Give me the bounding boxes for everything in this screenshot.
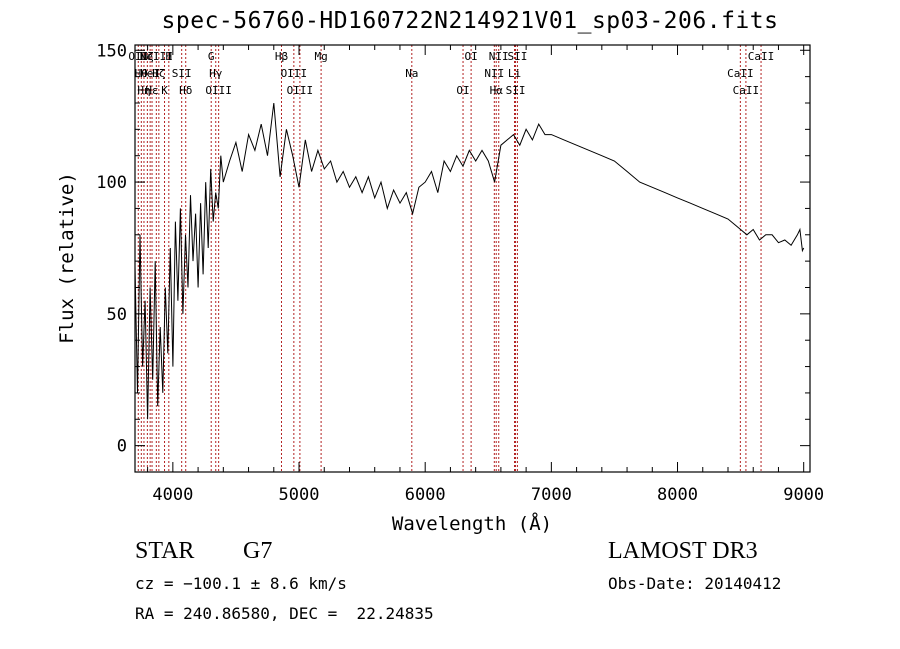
x-axis-label: Wavelength (Å) xyxy=(392,512,552,535)
x-tick-label: 4000 xyxy=(152,485,193,505)
spectral-line-label: Hγ xyxy=(209,67,223,80)
spectrum-series-line xyxy=(134,102,805,420)
x-tick-label: 5000 xyxy=(279,485,320,505)
x-tick-label: 6000 xyxy=(405,485,446,505)
line-labels-layer: OIIHθHηHζHeIHεNeIIIHζKHSIIHδGHγOIIIHβOII… xyxy=(128,50,774,97)
x-tick-label: 9000 xyxy=(783,485,824,505)
y-axis-label: Flux (relative) xyxy=(56,172,78,344)
spectral-line-label: Hη xyxy=(137,84,150,97)
spectral-line-label: CaII xyxy=(727,67,754,80)
spectral-line-label: OII xyxy=(128,50,148,63)
y-tick-label: 150 xyxy=(96,41,127,61)
spectral-line-label: OI xyxy=(464,50,477,63)
spectral-line-label: Hε xyxy=(145,84,158,97)
spectral-line-label: SII xyxy=(507,50,527,63)
spectral-line-label: Hα xyxy=(490,84,504,97)
spectral-line-label: OI xyxy=(456,84,469,97)
y-tick-label: 50 xyxy=(107,305,127,325)
emission-lines-layer xyxy=(137,45,762,472)
spectral-line-label: SII xyxy=(172,67,192,80)
spectral-line-label: Li xyxy=(508,67,521,80)
spectral-line-label: SII xyxy=(506,84,526,97)
x-ticks: 4000 5000 6000 7000 8000 9000 xyxy=(147,45,824,505)
spectral-line-label: NII xyxy=(489,50,509,63)
object-class: STAR xyxy=(135,538,195,564)
x-tick-label: 7000 xyxy=(531,485,572,505)
spectral-line-label: CaII xyxy=(733,84,760,97)
y-tick-label: 0 xyxy=(117,437,127,457)
spectral-line-label: CaII xyxy=(748,50,775,63)
y-ticks: 0 50 100 150 xyxy=(96,41,810,457)
observation-date: Obs-Date: 20140412 xyxy=(608,574,782,593)
spectral-line-label: H xyxy=(166,50,173,63)
spectral-line-label: G xyxy=(208,50,215,63)
spectral-line-label: OIII xyxy=(287,84,314,97)
spectral-line-label: NII xyxy=(484,67,504,80)
redshift-velocity: cz = −100.1 ± 8.6 km/s xyxy=(135,574,347,593)
spectral-line-label: HeI xyxy=(140,67,160,80)
spectral-line-label: Hβ xyxy=(275,50,289,63)
spectral-line-label: K xyxy=(161,84,168,97)
sky-coordinates: RA = 240.86580, DEC = 22.24835 xyxy=(135,604,434,623)
spectral-line-label: Hζ xyxy=(141,50,154,63)
x-tick-label: 8000 xyxy=(657,485,698,505)
y-tick-label: 100 xyxy=(96,173,127,193)
spectral-line-label: Na xyxy=(405,67,418,80)
object-subclass: G7 xyxy=(243,538,273,564)
spectrum-layer xyxy=(134,102,805,420)
plot-title: spec-56760-HD160722N214921V01_sp03-206.f… xyxy=(161,8,779,34)
spectral-line-label: Mg xyxy=(314,50,327,63)
spectral-line-label: NeIII xyxy=(140,50,173,63)
spectral-line-label: Hζ xyxy=(152,67,165,80)
survey-name: LAMOST DR3 xyxy=(608,538,758,564)
spectral-line-label: OIII xyxy=(281,67,308,80)
plot-frame xyxy=(134,44,811,473)
spectral-line-label: Hδ xyxy=(179,84,192,97)
spectral-line-label: OIII xyxy=(205,84,232,97)
